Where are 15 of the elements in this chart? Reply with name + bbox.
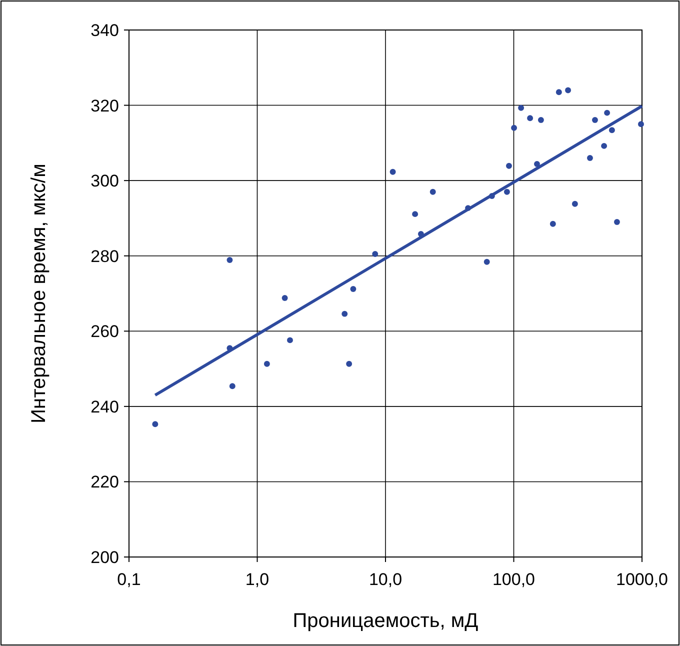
y-tick-label: 340 <box>90 21 119 40</box>
y-axis-title: Интервальное время, мкс/м <box>28 164 50 424</box>
y-tick-label: 320 <box>90 96 119 116</box>
x-tick-label: 100,0 <box>492 570 536 589</box>
y-tick-label: 260 <box>90 322 119 342</box>
x-tick-label: 0,1 <box>117 570 141 589</box>
y-tick-label: 240 <box>90 397 119 416</box>
x-tick-label: 1,0 <box>245 570 270 589</box>
y-tick-label: 300 <box>90 172 119 191</box>
y-tick-label: 200 <box>90 548 119 567</box>
x-tick-label: 10,0 <box>368 570 402 589</box>
x-axis-title: Проницаемость, мД <box>292 610 479 632</box>
x-tick-label: 1000,0 <box>616 570 668 589</box>
y-tick-label: 220 <box>90 472 119 492</box>
y-tick-label: 280 <box>90 246 119 266</box>
